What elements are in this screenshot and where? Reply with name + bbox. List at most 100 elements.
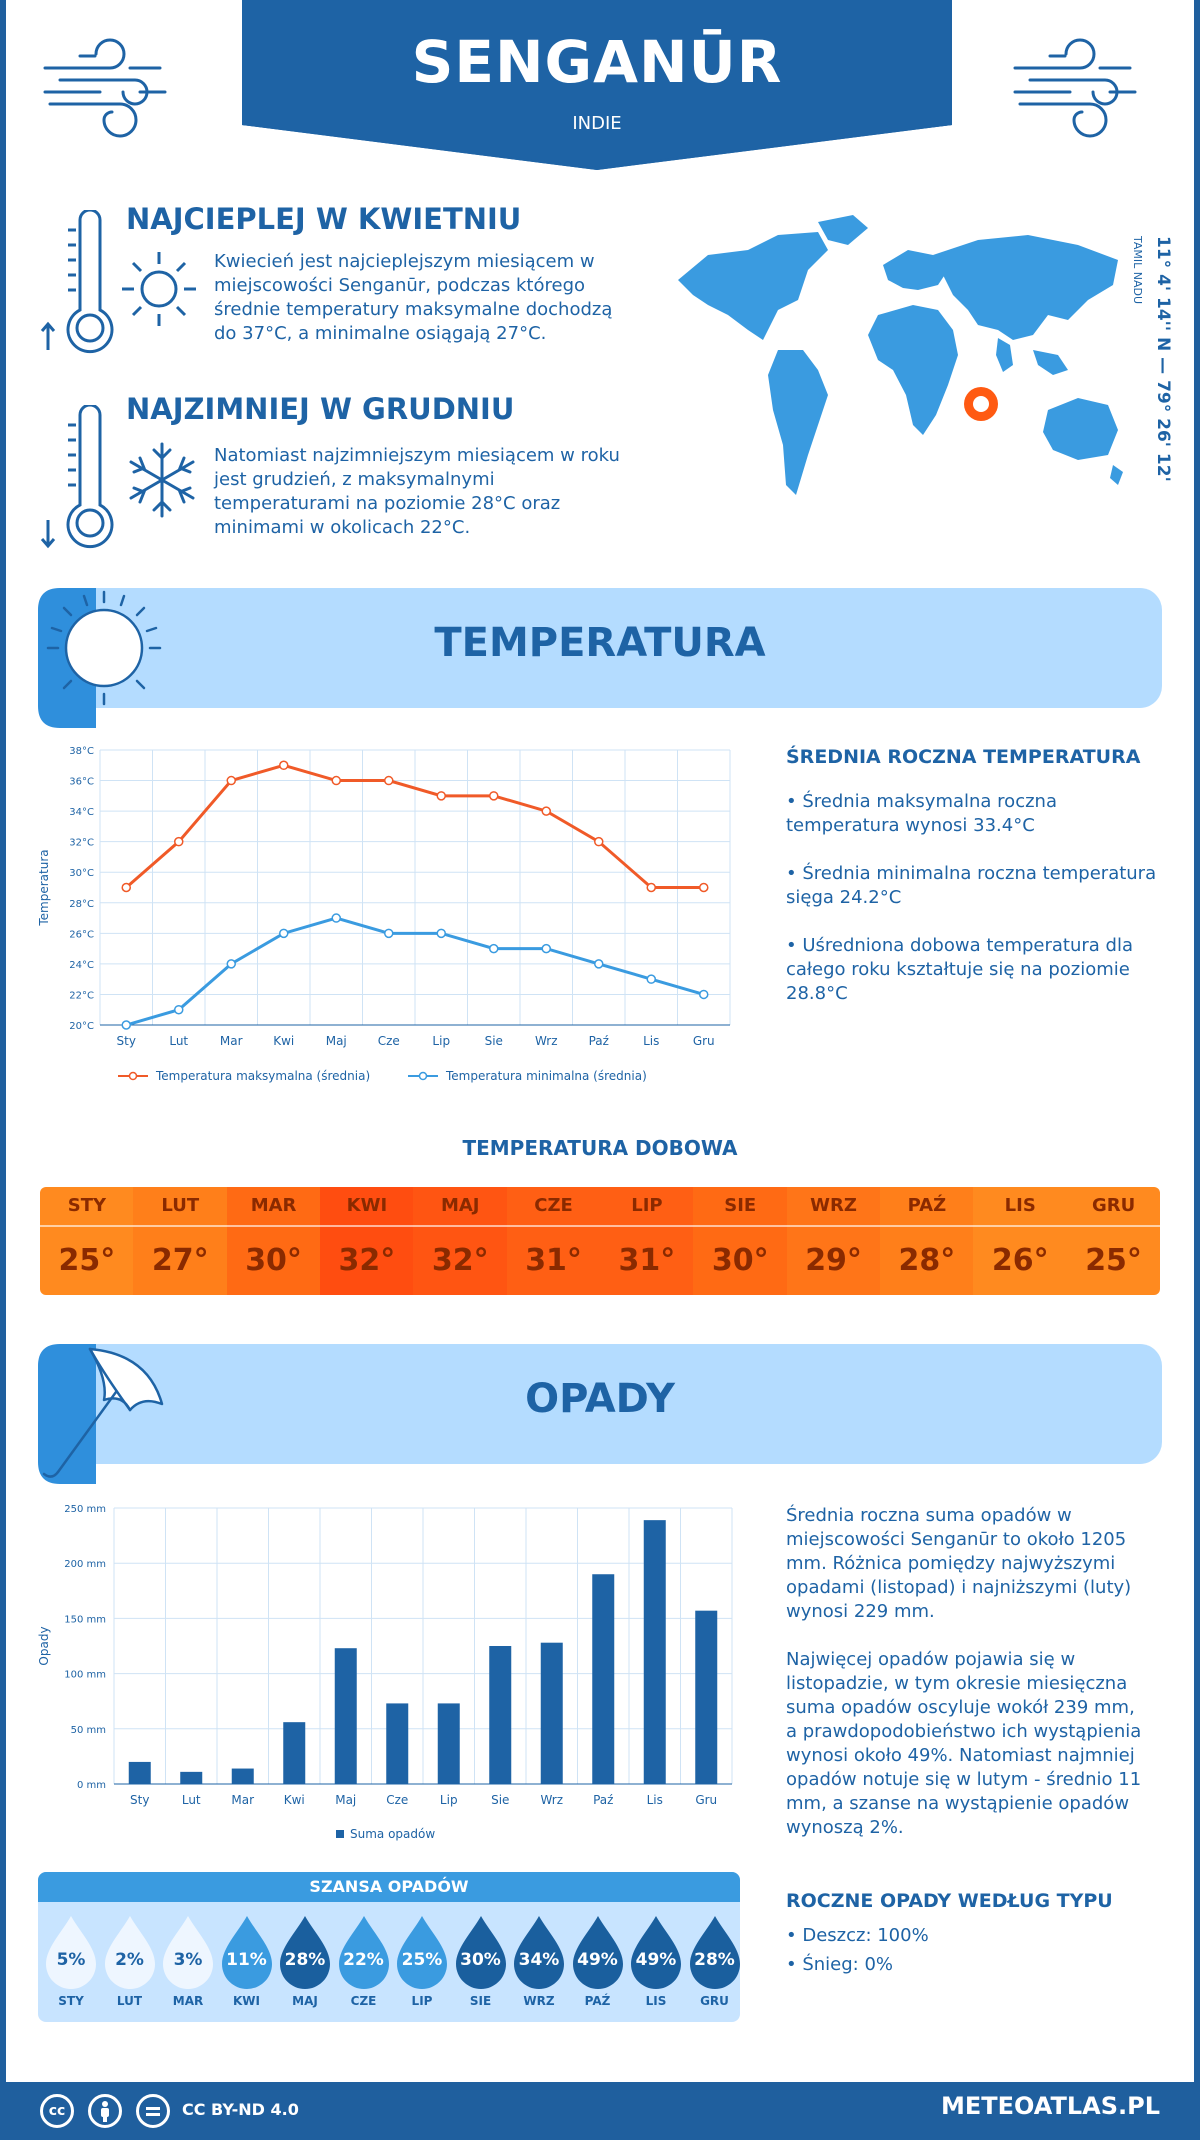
daily-temp-title: TEMPERATURA DOBOWA [462,1136,738,1160]
raindrop-icon [455,1916,506,1989]
rain-chance-month: WRZ [523,1994,555,2008]
precip-x-tick: Paź [593,1793,613,1807]
by-icon [88,2094,122,2128]
temp-max-point [489,791,499,801]
temp-max-point [646,882,656,893]
daily-temp-value: 29° [805,1243,862,1278]
license-label: CC BY-ND 4.0 [182,2100,299,2119]
temp-min-point [436,928,446,939]
temp-max-point [436,791,446,801]
rain-chance-value: 28% [694,1950,735,1970]
temp-x-tick: Sie [485,1034,503,1048]
temp-min-point [489,943,499,954]
precip-legend-marker [336,1830,344,1838]
temp-x-tick: Lip [432,1034,450,1048]
raindrop-icon [46,1916,96,1989]
temp-y-tick: 24°C [69,960,94,971]
raindrop-icon [338,1916,389,1989]
temp-min-point [646,974,656,984]
daily-temp-separator [506,1225,601,1227]
rain-chance-value: 2% [115,1950,144,1970]
rain-chance-month: MAJ [292,1994,318,2008]
world-map [678,215,1123,495]
temp-y-tick: 30°C [69,868,94,879]
precip-type-rain: • Deszcz: 100% [786,1925,929,1946]
rain-chance-value: 49% [577,1950,618,1970]
raindrop-icon [221,1916,272,1989]
rain-chance-month: STY [58,1994,84,2008]
precip-title: OPADY [525,1376,675,1422]
precip-text-1: Średnia roczna suma opadów w miejscowośc… [786,1505,1132,1622]
daily-temp-cell: MAJ 32° [413,1187,508,1295]
precip-bar [489,1646,512,1784]
daily-temp-month: MAJ [440,1195,480,1216]
daily-temp-cell: WRZ 29° [786,1187,881,1295]
rain-chance-value: 3% [173,1950,203,1970]
site-link[interactable]: METEOATLAS.PL [940,2092,1160,2120]
daily-temp-table: STY 25° LUT 27° MAR 30° KWI 32° MAJ 32° CZE 31° LIP 3… [40,1187,1161,1295]
thermometer-cold-icon [40,405,114,549]
temp-side-title: ŚREDNIA ROCZNA TEMPERATURA [786,746,1141,768]
rain-chance-value: 34% [518,1950,560,1970]
daily-temp-separator [1066,1225,1161,1227]
daily-temp-separator [226,1225,321,1227]
temp-min-point [541,943,551,954]
daily-temp-cell: CZE 31° [506,1187,601,1295]
precip-bar [643,1520,666,1784]
temp-min-point [331,913,341,923]
temp-x-tick: Lut [169,1034,188,1048]
precip-y-tick: 150 mm [64,1614,106,1625]
precip-y-label: Opady [37,1626,51,1665]
rain-chance-value: 22% [343,1950,384,1970]
temp-x-tick: Sty [117,1034,136,1048]
hottest-text: Kwiecień jest najcieplejszym miesiącem w… [214,251,613,344]
location-marker-inner [973,396,989,412]
temperature-banner [38,588,1162,708]
daily-temp-value: 31° [525,1243,582,1278]
rain-chance-item: 2% LUT [101,1914,159,2014]
temp-min-point [174,1004,184,1015]
snowflake-icon [129,442,195,518]
temp-min-point [594,959,604,969]
daily-temp-month: LIS [1004,1195,1036,1216]
rain-chance-value: 49% [635,1950,677,1970]
daily-temp-month: LIP [631,1195,663,1216]
coords-label: 11° 4' 14'' N — 79° 26' 12'' E [1153,236,1173,482]
coldest-title: NAJZIMNIEJ W GRUDNIU [126,392,515,426]
rain-chance-value: 5% [56,1950,86,1970]
temp-x-tick: Gru [693,1034,715,1048]
temp-legend-label: Temperatura minimalna (średnia) [445,1069,647,1083]
temp-max-point [699,882,709,893]
temp-x-tick: Paź [589,1034,609,1048]
temp-y-label: Temperatura [37,849,51,926]
raindrop-icon [397,1916,447,1989]
precip-bar [695,1610,718,1784]
daily-temp-separator [413,1225,508,1227]
page-title: SENGANŪR [411,28,783,96]
rain-chance-value: 28% [284,1950,326,1970]
wind-icon-right [1013,38,1137,138]
daily-temp-value: 32° [431,1243,489,1278]
sun-large-icon [38,588,162,728]
rain-chance-month: KWI [233,1994,260,2008]
daily-temp-cell: SIE 30° [693,1187,788,1295]
precip-bar [180,1771,203,1784]
daily-temp-value: 26° [991,1243,1049,1278]
raindrop-icon [514,1916,564,1989]
precip-legend-label: Suma opadów [350,1827,435,1841]
rain-chance-item: 5% STY [42,1914,100,2014]
precip-bar [231,1768,254,1784]
temp-y-tick: 22°C [69,990,94,1001]
raindrop-icon [104,1916,155,1989]
temp-min-line [125,916,705,1027]
temp-max-point [279,760,289,771]
rain-chance-month: CZE [350,1994,377,2008]
daily-temp-cell: LIP 31° [600,1187,694,1295]
raindrop-icon [631,1916,681,1989]
daily-temp-value: 25° [58,1243,116,1278]
title-banner [242,0,952,125]
temp-max-line [125,763,704,889]
daily-temp-value: 30° [245,1243,302,1278]
daily-temp-separator [880,1225,974,1227]
daily-temp-separator [973,1225,1068,1227]
